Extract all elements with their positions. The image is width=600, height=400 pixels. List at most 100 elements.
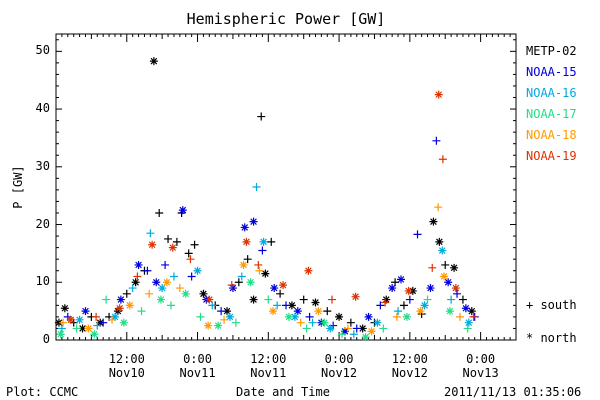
south-marker [164,234,173,243]
north-marker [464,318,473,327]
north-marker [404,286,413,295]
footer-timestamp: 2011/11/13 01:35:06 [444,385,582,399]
south-marker [308,318,317,327]
y-tick-label: 30 [35,158,50,173]
north-marker [110,312,119,321]
north-marker [358,324,367,333]
south-marker [469,312,478,321]
north-marker [373,318,382,327]
south-marker [137,307,146,316]
south-marker [399,301,408,310]
south-marker [453,289,462,298]
north-marker [304,266,313,275]
south-marker [302,324,311,333]
north-marker [467,307,476,316]
south-marker [72,324,81,333]
symbol-legend-item: * north [526,331,577,345]
north-marker [408,286,417,295]
north-marker [225,312,234,321]
north-marker [314,307,323,316]
south-marker [349,330,358,339]
north-marker [60,304,69,313]
north-marker [78,324,87,333]
south-marker [108,315,117,324]
north-marker [397,275,405,284]
south-marker [381,298,390,307]
south-marker [145,289,154,298]
south-marker [282,301,290,310]
south-marker [220,315,229,324]
x-axis-label: Date and Time [236,385,330,399]
south-marker [267,237,276,246]
north-marker [388,284,397,293]
south-marker [155,208,164,217]
north-marker [293,307,302,316]
south-marker [394,307,403,316]
north-marker [158,284,167,293]
south-marker [455,312,464,321]
south-marker [392,312,401,321]
y-tick-label: 0 [42,332,50,346]
south-marker [296,318,305,327]
x-tick-date-label: Nov12 [391,366,428,380]
north-marker [113,307,122,316]
south-marker [187,272,196,281]
south-marker [186,255,195,264]
south-marker [423,295,432,304]
north-marker [311,298,320,307]
south-marker [169,272,178,281]
north-marker [239,260,248,269]
north-marker [440,272,449,281]
north-marker [223,307,232,316]
south-marker [258,246,267,255]
north-marker [246,278,255,287]
north-marker [199,289,208,298]
south-marker [167,301,175,310]
south-marker [59,318,68,327]
north-marker [290,312,299,321]
north-marker [81,307,90,316]
south-marker [93,321,102,330]
north-marker [134,260,143,269]
south-marker [343,324,352,333]
south-marker [254,260,263,269]
north-marker [429,217,438,226]
x-tick-time-label: 0:00 [466,352,496,366]
north-marker [461,304,470,313]
north-marker [416,307,425,316]
north-marker [326,324,335,333]
south-marker [299,295,308,304]
axis-ticks [55,34,517,341]
south-marker [208,301,217,310]
south-marker [441,260,450,269]
south-marker [102,295,111,304]
south-marker [237,272,246,281]
south-marker [122,289,131,298]
north-marker [270,284,279,293]
x-tick-date-label: Nov12 [321,366,358,380]
south-marker [133,272,142,281]
north-marker [242,237,251,246]
north-marker [181,289,190,298]
north-marker [116,295,125,304]
north-marker [125,301,134,310]
north-marker [434,90,443,99]
south-marker [217,307,226,316]
y-tick-label: 20 [35,216,50,231]
north-marker [152,278,161,287]
south-marker [432,136,441,145]
chart-title: Hemispheric Power [GW] [186,10,386,28]
south-marker [328,295,336,304]
south-marker [438,155,447,164]
south-marker [92,312,101,321]
south-marker [413,230,422,239]
north-marker [90,330,99,339]
north-marker [420,301,429,310]
north-marker [228,284,237,293]
south-marker [379,324,388,333]
south-marker [257,112,266,121]
south-marker [376,301,385,310]
north-marker [445,307,454,316]
north-marker [259,237,268,246]
south-marker [234,278,243,287]
